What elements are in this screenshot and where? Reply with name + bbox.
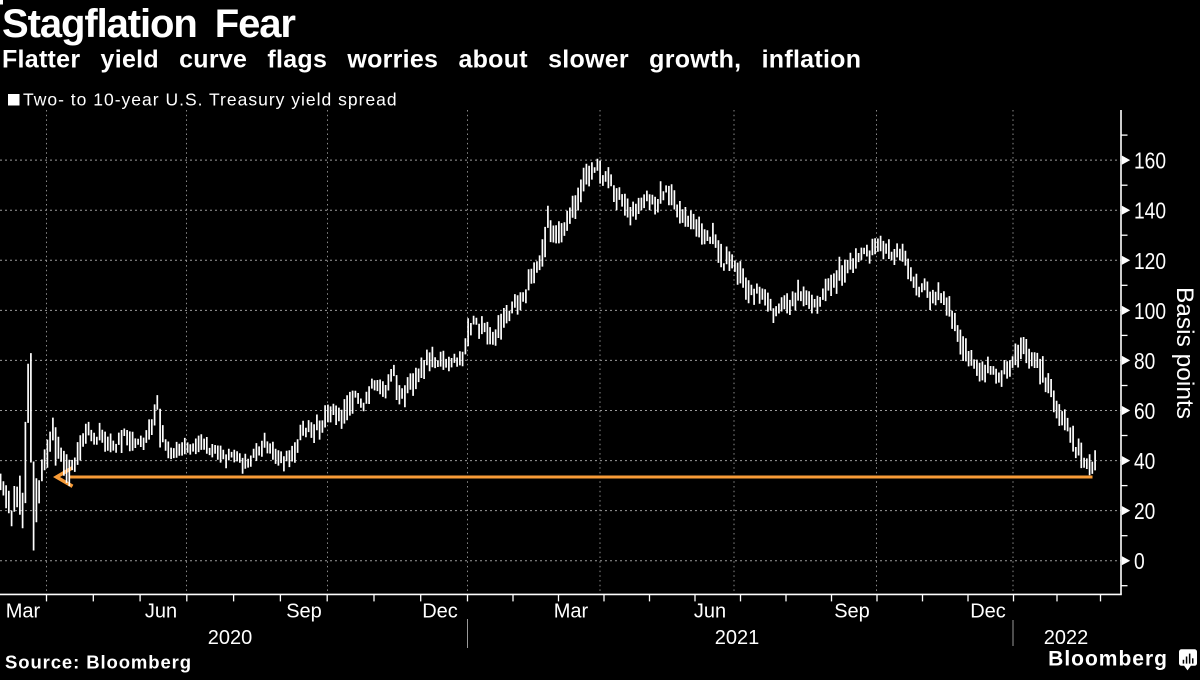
svg-text:Jun: Jun [694, 601, 726, 623]
svg-text:2021: 2021 [715, 627, 760, 649]
svg-text:2020: 2020 [208, 627, 253, 649]
svg-text:120: 120 [1134, 248, 1166, 274]
svg-text:Mar: Mar [554, 601, 589, 623]
svg-text:0: 0 [1134, 548, 1145, 574]
svg-text:Dec: Dec [422, 601, 458, 623]
svg-text:160: 160 [1134, 148, 1166, 174]
svg-text:Sep: Sep [286, 601, 322, 623]
svg-text:Bloomberg: Bloomberg [1048, 648, 1168, 671]
svg-text:Basis points: Basis points [1171, 287, 1198, 419]
svg-text:60: 60 [1134, 398, 1155, 424]
svg-text:Dec: Dec [970, 601, 1006, 623]
svg-text:Two- to 10-year U.S. Treasury: Two- to 10-year U.S. Treasury yield spre… [23, 90, 398, 110]
svg-text:Sep: Sep [834, 601, 870, 623]
svg-text:Stagflation Fear: Stagflation Fear [2, 2, 296, 46]
svg-text:20: 20 [1134, 498, 1155, 524]
svg-text:Source: Bloomberg: Source: Bloomberg [5, 652, 192, 673]
svg-text:140: 140 [1134, 198, 1166, 224]
svg-text:Jun: Jun [145, 601, 177, 623]
svg-text:2022: 2022 [1044, 627, 1089, 649]
svg-text:Flatter yield curve flags worr: Flatter yield curve flags worries about … [2, 46, 861, 74]
svg-text:80: 80 [1134, 348, 1155, 374]
svg-text:Mar: Mar [6, 601, 41, 623]
svg-text:40: 40 [1134, 448, 1155, 474]
svg-text:100: 100 [1134, 298, 1166, 324]
